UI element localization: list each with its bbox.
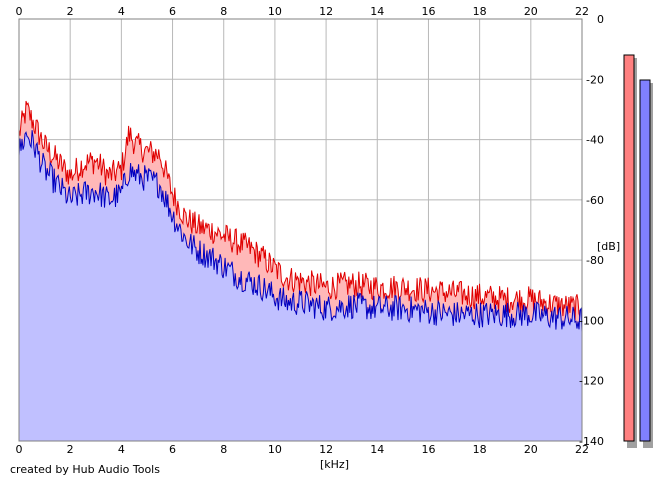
series-line-1 [18, 130, 583, 332]
y-tick-label: -40 [586, 134, 604, 147]
y-axis-ticks: 0 -20 -40 -60 -80 -100 -120 -140 [579, 13, 604, 448]
y-tick-label: -20 [586, 73, 604, 86]
x-tick-label-top: 20 [524, 5, 538, 18]
x-tick-label-bottom: 14 [370, 443, 384, 456]
x-tick-label-top: 6 [169, 5, 176, 18]
y-tick-label: -100 [579, 314, 604, 327]
x-tick-label-bottom: 22 [575, 443, 589, 456]
y-tick-label: -120 [579, 375, 604, 388]
series-layer [18, 18, 583, 442]
x-tick-label-bottom: 20 [524, 443, 538, 456]
x-axis-label: [kHz] [320, 458, 349, 471]
y-tick-label: -80 [586, 254, 604, 267]
x-tick-label-top: 22 [575, 5, 589, 18]
x-axis-top-ticks: 0 2 4 6 8 10 12 14 16 18 20 22 [16, 5, 590, 18]
y-tick-label: 0 [597, 13, 604, 26]
y-tick-label: -60 [586, 194, 604, 207]
x-tick-label-bottom: 16 [421, 443, 435, 456]
x-tick-label-bottom: 4 [118, 443, 125, 456]
x-tick-label-bottom: 6 [169, 443, 176, 456]
x-tick-label-top: 18 [473, 5, 487, 18]
credit-text: created by Hub Audio Tools [10, 463, 160, 476]
x-axis-bottom-ticks: 0 2 4 6 8 10 12 14 16 18 20 22 [16, 443, 590, 456]
series-fill-1 [19, 130, 582, 441]
x-tick-label-bottom: 18 [473, 443, 487, 456]
plot-frame [18, 18, 583, 442]
x-tick-label-top: 4 [118, 5, 125, 18]
x-tick-label-top: 16 [421, 5, 435, 18]
x-tick-label-bottom: 10 [268, 443, 282, 456]
x-tick-label-top: 10 [268, 5, 282, 18]
x-tick-label-bottom: 2 [67, 443, 74, 456]
series-line-0 [18, 100, 583, 321]
y-axis-label: [dB] [597, 240, 620, 253]
x-tick-label-top: 2 [67, 5, 74, 18]
x-tick-label-top: 8 [220, 5, 227, 18]
x-tick-label-bottom: 12 [319, 443, 333, 456]
level-meter-right [639, 79, 651, 442]
x-tick-label-top: 0 [16, 5, 23, 18]
x-tick-label-top: 12 [319, 5, 333, 18]
x-tick-label-top: 14 [370, 5, 384, 18]
x-tick-label-bottom: 0 [16, 443, 23, 456]
y-tick-label: -140 [579, 435, 604, 448]
x-tick-label-bottom: 8 [220, 443, 227, 456]
level-meter-left [623, 54, 635, 442]
level-meters [623, 54, 653, 448]
